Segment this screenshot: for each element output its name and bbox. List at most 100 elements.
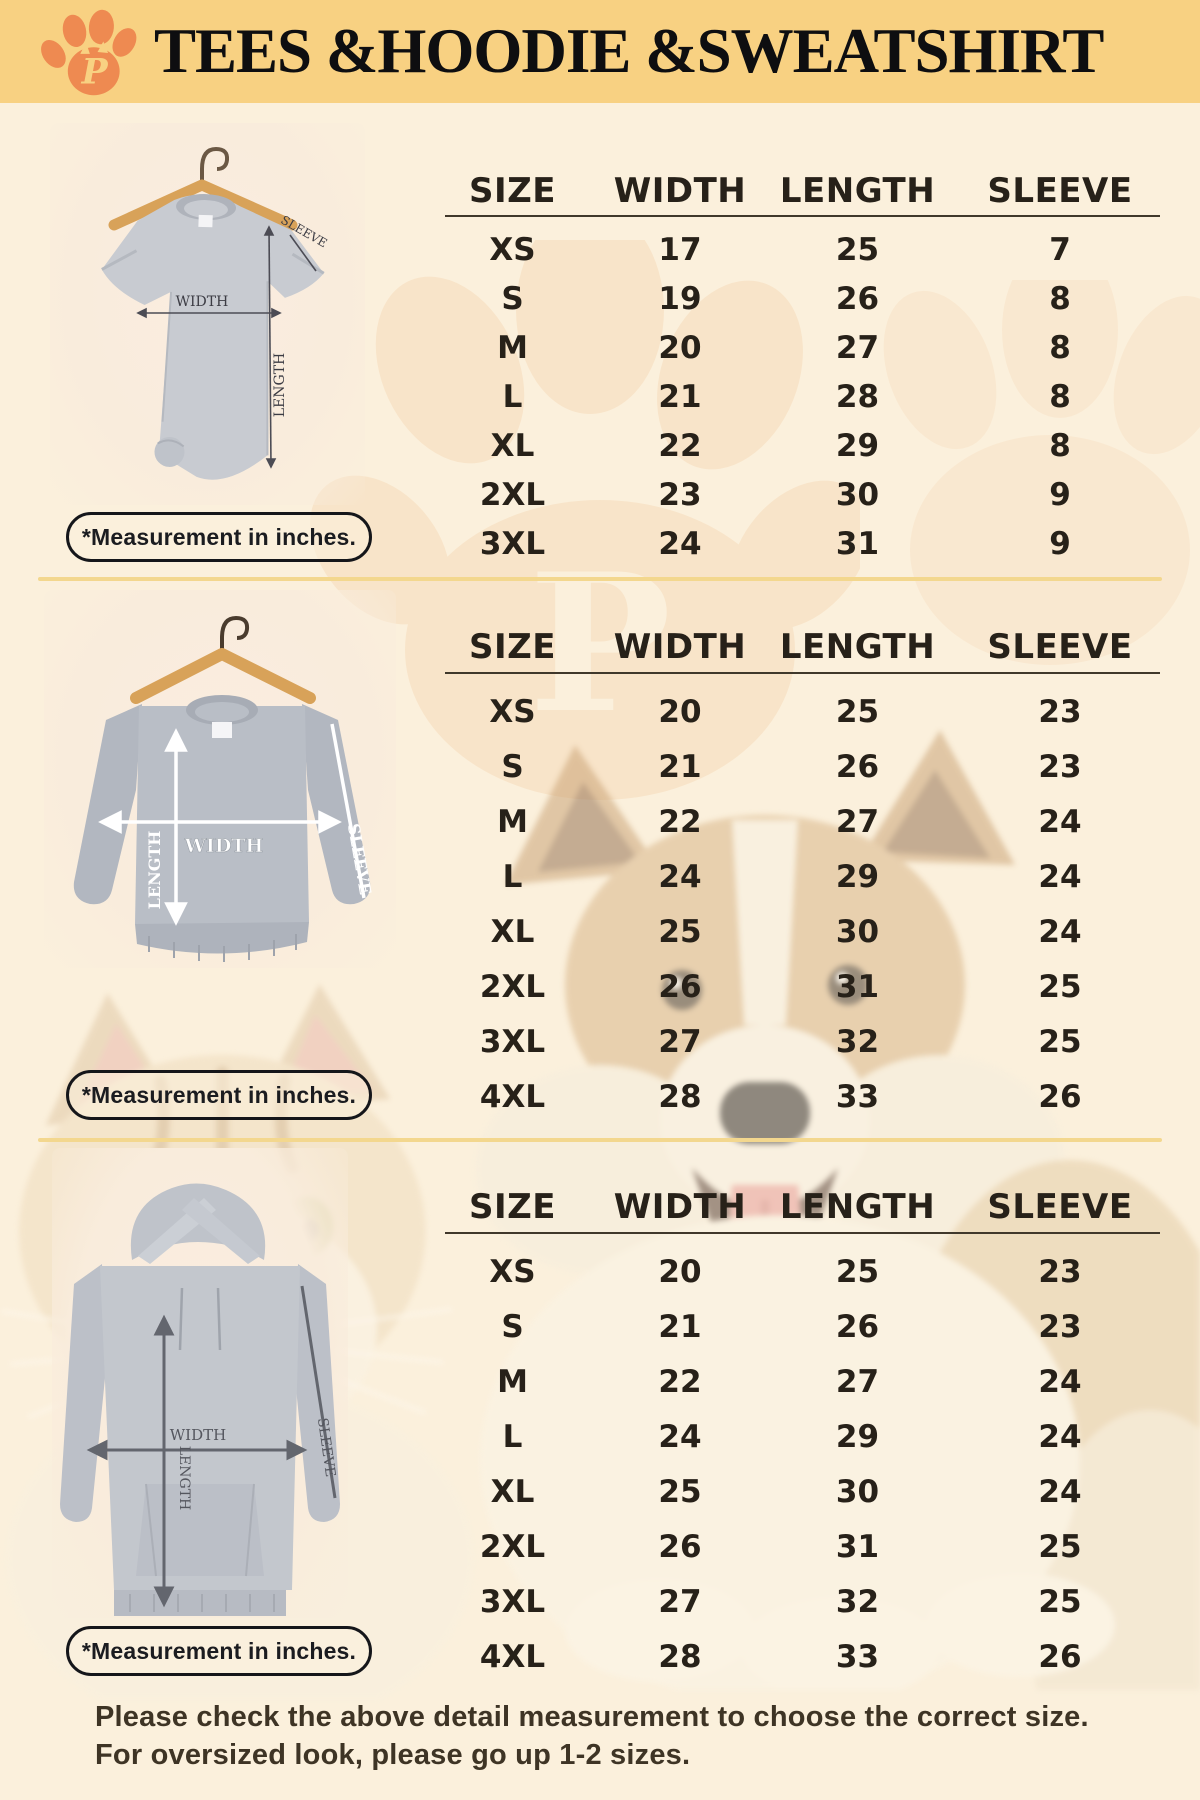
length-cell: 30 (835, 1473, 880, 1510)
table-row: L 24 29 24 (420, 849, 1160, 904)
length-cell: 32 (835, 1023, 880, 1060)
page-title: TEES &HOODIE &SWEATSHIRT (154, 16, 1104, 86)
column-header: WIDTH (613, 1187, 747, 1227)
size-cell: XL (490, 913, 535, 950)
table-row: 2XL 23 30 9 (420, 470, 1160, 519)
measurement-note-pill: *Measurement in inches. (66, 1070, 372, 1120)
column-header: SIZE (468, 1187, 557, 1227)
table-body: XS 20 25 23 S 21 26 23 M 22 27 24 L 24 2… (420, 674, 1160, 1124)
width-cell: 28 (658, 1638, 702, 1675)
table-row: M 20 27 8 (420, 323, 1160, 372)
width-cell: 27 (658, 1023, 702, 1060)
size-cell: 3XL (479, 1023, 546, 1060)
section-divider (38, 1138, 1162, 1142)
table-header-row: SIZE WIDTH LENGTH SLEEVE (420, 1180, 1160, 1234)
width-cell: 26 (658, 968, 702, 1005)
brand-paw-logo-icon: P (41, 9, 137, 95)
size-cell: XS (489, 1253, 536, 1290)
sleeve-cell: 25 (1038, 968, 1082, 1005)
size-cell: XS (489, 693, 536, 730)
length-cell: 25 (835, 1253, 880, 1290)
size-cell: 2XL (479, 476, 546, 513)
column-header: SIZE (468, 171, 557, 211)
measurement-note: *Measurement in inches. (81, 523, 357, 550)
length-cell: 26 (835, 280, 880, 317)
width-cell: 28 (658, 1078, 702, 1115)
hoodie-size-table: SIZE WIDTH LENGTH SLEEVE XS 20 25 23 S 21 2… (420, 1180, 1160, 1684)
table-row: XS 17 25 7 (420, 225, 1160, 274)
table-row: XL 25 30 24 (420, 904, 1160, 959)
sweatshirt-size-table: SIZE WIDTH LENGTH SLEEVE XS 20 25 23 S 21 2… (420, 620, 1160, 1124)
length-cell: 30 (835, 476, 880, 513)
size-cell: 2XL (479, 968, 546, 1005)
length-cell: 25 (835, 693, 880, 730)
table-row: M 22 27 24 (420, 1354, 1160, 1409)
measurement-note: *Measurement in inches. (81, 1081, 357, 1108)
wooden-hanger (108, 179, 298, 231)
table-body: XS 20 25 23 S 21 26 23 M 22 27 24 L 24 2… (420, 1234, 1160, 1684)
size-cell: 3XL (479, 525, 546, 562)
measurement-arrows (86, 1285, 337, 1608)
table-row: 3XL 24 31 9 (420, 519, 1160, 568)
width-cell: 21 (658, 1308, 702, 1345)
size-cell: S (501, 1308, 524, 1345)
sleeve-cell: 7 (1049, 231, 1071, 268)
sleeve-cell: 9 (1049, 525, 1071, 562)
sweatshirt-diagram: WIDTH LENGTH SLEEVE (73, 615, 375, 962)
column-header: SIZE (468, 627, 557, 667)
size-cell: XL (490, 427, 535, 464)
hoodie-photo: WIDTH LENGTH SLEEVE (52, 1148, 348, 1618)
column-header: WIDTH (613, 627, 747, 667)
width-cell: 21 (658, 378, 702, 415)
table-row: L 21 28 8 (420, 372, 1160, 421)
width-cell: 22 (658, 803, 702, 840)
measurement-arrows (136, 225, 317, 469)
sleeve-cell: 25 (1038, 1023, 1082, 1060)
sweatshirt-shape (73, 695, 371, 962)
length-cell: 33 (835, 1638, 880, 1675)
table-row: 2XL 26 31 25 (420, 1519, 1160, 1574)
column-header: LENGTH (779, 171, 936, 211)
footer-note: Please check the above detail measuremen… (95, 1698, 1089, 1774)
width-cell: 20 (658, 693, 702, 730)
measurement-note-pill: *Measurement in inches. (66, 512, 372, 562)
width-cell: 17 (658, 231, 702, 268)
width-cell: 19 (658, 280, 702, 317)
length-label: LENGTH (145, 831, 164, 910)
table-row: 3XL 27 32 25 (420, 1574, 1160, 1629)
width-cell: 24 (658, 525, 702, 562)
size-cell: M (497, 803, 528, 840)
width-label: WIDTH (170, 1426, 226, 1444)
size-cell: S (501, 748, 524, 785)
sleeve-cell: 8 (1049, 427, 1071, 464)
table-row: 4XL 28 33 26 (420, 1629, 1160, 1684)
length-cell: 26 (835, 748, 880, 785)
header: P TEES &HOODIE &SWEATSHIRT (0, 0, 1200, 103)
footer-line1: Please check the above detail measuremen… (95, 1701, 1089, 1733)
table-row: XL 25 30 24 (420, 1464, 1160, 1519)
hoodie-diagram: WIDTH LENGTH SLEEVE (60, 1183, 340, 1616)
sleeve-cell: 23 (1038, 1308, 1082, 1345)
sleeve-cell: 24 (1038, 1473, 1082, 1510)
sleeve-cell: 24 (1038, 1418, 1082, 1455)
size-cell: 2XL (479, 1528, 546, 1565)
size-cell: 4XL (479, 1638, 546, 1675)
length-cell: 31 (835, 525, 880, 562)
table-row: 2XL 26 31 25 (420, 959, 1160, 1014)
tees-size-table: SIZE WIDTH LENGTH SLEEVE XS 17 25 7 S 19 26… (420, 165, 1160, 568)
size-cell: L (502, 378, 523, 415)
length-cell: 27 (835, 1363, 880, 1400)
sleeve-cell: 8 (1049, 280, 1071, 317)
length-cell: 29 (835, 1418, 880, 1455)
wooden-hanger (130, 648, 316, 704)
length-label: LENGTH (272, 353, 288, 418)
width-cell: 20 (658, 1253, 702, 1290)
hanger-hook (200, 146, 230, 185)
length-cell: 30 (835, 913, 880, 950)
sleeve-cell: 25 (1038, 1528, 1082, 1565)
sleeve-cell: 24 (1038, 803, 1082, 840)
sleeve-cell: 23 (1038, 1253, 1082, 1290)
length-cell: 32 (835, 1583, 880, 1620)
length-cell: 29 (835, 858, 880, 895)
